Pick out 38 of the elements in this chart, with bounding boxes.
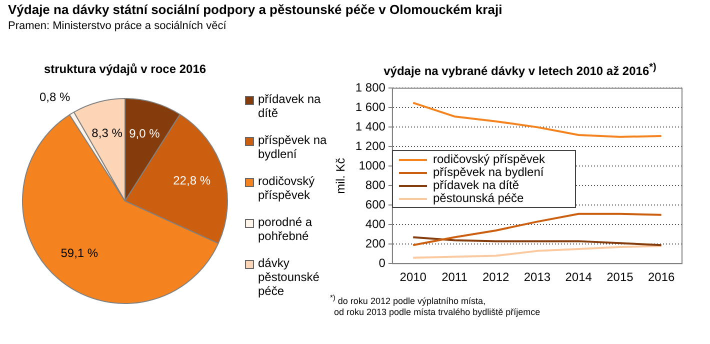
chart-title: výdaje na vybrané dávky v letech 2010 až 2016$^{*)}$ [382, 62, 658, 78]
data-label: 59,1 % [60, 246, 98, 260]
x-tick-label: 2012 [482, 270, 510, 284]
legend-label: rodičovský příspěvek [433, 152, 546, 166]
y-tick-label: 1 800 [355, 80, 386, 95]
text: od roku 2013 podle místa trvalého bydliště příjemce [333, 307, 540, 318]
x-tick-label: 2015 [606, 270, 634, 284]
y-axis-title: mil. Kč [334, 158, 348, 194]
y-tick-label: 1 200 [355, 138, 386, 153]
x-tick-label: 2013 [524, 270, 551, 284]
legend-label: porodné a pohřebné [258, 215, 314, 243]
legend-label: přídavek na dítě [258, 92, 322, 120]
legend-label: přídavek na dítě [433, 178, 520, 192]
legend-label: příspěvek na bydlení [258, 133, 328, 161]
x-tick-label: 2016 [648, 270, 675, 284]
chart-title: struktura výdajů v roce 2016 [42, 62, 208, 76]
y-tick-label: 1000 [358, 158, 386, 172]
x-tick-label: 2010 [400, 270, 427, 284]
y-tick-label: 600 [365, 197, 386, 212]
y-tick-label: 200 [365, 236, 386, 250]
data-label: 0,8 % [39, 90, 70, 104]
y-tick-label: 1 400 [355, 119, 386, 134]
text: $^{*)}$ do roku 2012 podle výplatního místa, [330, 292, 487, 307]
y-tick-label: 1 600 [355, 100, 386, 114]
legend-label: rodičovský příspěvek [258, 174, 316, 202]
legend-label: příspěvek na bydlení [433, 165, 544, 179]
data-label: 22,8 % [173, 173, 211, 188]
legend-label: pěstounská péče [433, 191, 524, 205]
data-label: 9,0 % [129, 126, 160, 140]
data-label: 8,3 % [92, 126, 123, 140]
y-tick-label: 400 [365, 216, 386, 231]
legend-label: dávky pěstounské péče [258, 256, 320, 298]
text: Pramen: Ministerstvo práce a sociálních věcí [8, 20, 228, 32]
text: Výdaje na dávky státní sociální podpory a pěstounské péče v Olomouckém kraji [8, 2, 502, 17]
y-tick-label: 0 [378, 256, 386, 270]
x-tick-label: 2011 [442, 270, 468, 284]
x-tick-label: 2014 [565, 270, 592, 284]
y-tick-label: 800 [365, 178, 386, 192]
